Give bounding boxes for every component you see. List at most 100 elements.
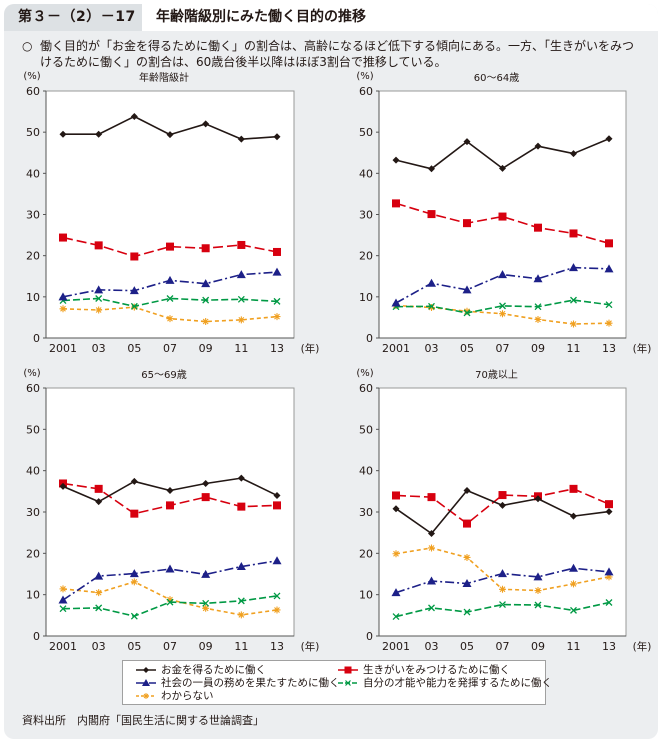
data-point-unknown xyxy=(130,578,138,586)
series-ikigai xyxy=(392,199,613,248)
data-point-society xyxy=(58,595,68,604)
source-note: 資料出所 内閣府「国民生活に関する世論調査」 xyxy=(22,714,264,727)
x-tick-label: 2001 xyxy=(49,640,77,653)
legend-marker-asterisk-icon xyxy=(136,693,156,699)
data-point-society xyxy=(94,285,104,294)
y-tick-label: 60 xyxy=(26,85,40,98)
series-unknown xyxy=(59,578,281,619)
y-tick-label: 20 xyxy=(359,250,373,263)
data-point-unknown xyxy=(237,611,245,619)
data-point-money xyxy=(130,113,138,121)
figure-header: 第３－（2）－17図 年齢階級別にみた働く目的の推移 xyxy=(4,4,658,31)
series-society xyxy=(391,563,614,597)
data-point-unknown xyxy=(202,604,210,612)
data-point-society xyxy=(533,572,543,581)
data-point-unknown xyxy=(95,306,103,314)
data-point-society xyxy=(272,556,282,565)
data-point-ikigai xyxy=(94,241,103,250)
data-point-ikigai xyxy=(605,239,613,248)
legend-label: わからない xyxy=(161,690,214,702)
x-tick-label: 03 xyxy=(92,342,106,355)
x-tick-label: 2001 xyxy=(382,640,410,653)
data-point-unknown xyxy=(534,587,542,595)
data-point-talent xyxy=(428,604,435,612)
x-tick-label: 07 xyxy=(496,342,510,355)
y-tick-label: 20 xyxy=(359,547,373,560)
data-point-ikigai xyxy=(463,219,471,228)
data-point-talent xyxy=(273,592,281,600)
x-axis-unit-label: (年) xyxy=(633,342,652,355)
data-point-society xyxy=(462,285,472,294)
data-point-society xyxy=(391,588,401,597)
data-point-unknown xyxy=(463,307,471,315)
data-point-money xyxy=(463,138,471,146)
data-point-ikigai xyxy=(498,212,507,221)
y-tick-label: 40 xyxy=(26,465,40,478)
legend-item-ikigai: 生きがいをみつけるために働く xyxy=(337,663,510,677)
data-point-money xyxy=(570,150,577,158)
data-point-ikigai xyxy=(201,493,210,502)
data-point-ikigai xyxy=(534,223,542,232)
y-tick-label: 10 xyxy=(26,291,40,304)
data-point-money xyxy=(534,495,542,503)
data-point-society xyxy=(165,275,175,284)
series-money xyxy=(392,487,613,537)
summary-text: 働く目的が「お金を得るために働く」の割合は、高齢になるほど低下する傾向にある。一… xyxy=(40,39,635,69)
x-tick-label: 03 xyxy=(425,640,439,653)
data-point-unknown xyxy=(166,315,174,323)
data-point-ikigai xyxy=(130,509,139,518)
y-tick-label: 0 xyxy=(366,630,373,643)
chart-title: 70歳以上 xyxy=(475,369,518,381)
data-point-talent xyxy=(570,606,577,614)
y-tick-label: 50 xyxy=(26,126,40,139)
x-tick-label: 2001 xyxy=(382,342,410,355)
data-point-money xyxy=(237,474,245,482)
x-tick-label: 09 xyxy=(199,342,213,355)
figure-title: 年齢階級別にみた働く目的の推移 xyxy=(156,9,366,25)
data-point-money xyxy=(499,501,506,509)
data-point-ikigai xyxy=(166,501,174,510)
data-point-ikigai xyxy=(237,502,246,511)
data-point-money xyxy=(605,135,613,143)
y-tick-label: 10 xyxy=(359,589,373,602)
data-point-society xyxy=(94,571,104,580)
data-point-society xyxy=(236,270,246,279)
data-point-unknown xyxy=(428,544,435,552)
data-point-unknown xyxy=(534,315,542,323)
chart-title: 年齢階級計 xyxy=(139,71,189,84)
data-point-talent xyxy=(95,604,103,612)
y-axis-unit-label: (%) xyxy=(356,368,373,379)
data-point-ikigai xyxy=(569,484,578,493)
data-point-money xyxy=(570,512,577,520)
x-tick-label: 09 xyxy=(531,342,545,355)
data-point-unknown xyxy=(499,585,506,593)
figure-number: 第３－（2）－17図 xyxy=(4,4,142,31)
data-point-society xyxy=(201,569,211,578)
y-tick-label: 60 xyxy=(26,382,40,395)
data-point-talent xyxy=(166,295,174,302)
data-point-ikigai xyxy=(463,519,471,528)
data-point-ikigai xyxy=(392,199,400,208)
x-axis-unit-label: (年) xyxy=(301,342,320,355)
legend-item-money: お金を得るために働く xyxy=(135,663,266,677)
data-point-society xyxy=(236,562,246,571)
x-axis-unit-label: (年) xyxy=(633,640,652,653)
data-point-unknown xyxy=(273,606,281,614)
y-tick-label: 50 xyxy=(359,423,373,436)
x-tick-label: 09 xyxy=(199,640,213,653)
y-tick-label: 30 xyxy=(359,209,373,222)
x-axis-unit-label: (年) xyxy=(301,640,320,653)
data-point-society xyxy=(533,274,543,283)
x-tick-label: 03 xyxy=(425,342,439,355)
y-tick-label: 0 xyxy=(33,630,40,643)
legend-marker-triangle-icon xyxy=(136,679,156,686)
data-point-society xyxy=(129,286,139,295)
x-tick-label: 11 xyxy=(567,640,581,653)
data-point-ikigai xyxy=(166,242,174,251)
chart-panel-2: 65～69歳 (%) (年) 0 10 20 30 40 50 60 2001 03 05 07 09 11 1… xyxy=(23,368,319,653)
data-point-society xyxy=(391,298,401,307)
data-point-society xyxy=(165,564,175,573)
x-tick-label: 05 xyxy=(127,342,141,355)
chart-title: 65～69歳 xyxy=(141,369,186,381)
